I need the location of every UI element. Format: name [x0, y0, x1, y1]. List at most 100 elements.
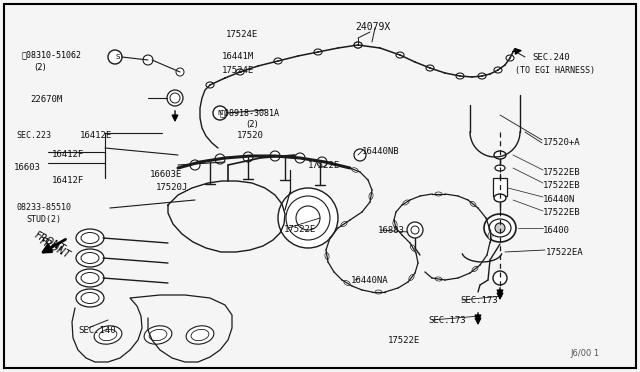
- Ellipse shape: [76, 289, 104, 307]
- Circle shape: [243, 152, 253, 162]
- Text: 17522EB: 17522EB: [543, 208, 580, 217]
- Text: 16440NB: 16440NB: [362, 147, 399, 156]
- Text: FRONT: FRONT: [33, 230, 67, 254]
- Ellipse shape: [478, 73, 486, 79]
- Ellipse shape: [375, 290, 382, 294]
- Circle shape: [354, 149, 366, 161]
- Ellipse shape: [81, 232, 99, 244]
- Ellipse shape: [435, 192, 442, 196]
- Ellipse shape: [81, 253, 99, 263]
- Ellipse shape: [186, 326, 214, 344]
- Ellipse shape: [403, 200, 409, 205]
- Text: SEC.173: SEC.173: [428, 316, 466, 325]
- Ellipse shape: [488, 232, 492, 240]
- Bar: [493, 178, 507, 196]
- Ellipse shape: [76, 229, 104, 247]
- Ellipse shape: [314, 49, 322, 55]
- Ellipse shape: [76, 249, 104, 267]
- Text: 16440NA: 16440NA: [351, 276, 388, 285]
- Text: Ⓞ08918-3081A: Ⓞ08918-3081A: [220, 108, 280, 117]
- Text: SEC.240: SEC.240: [532, 53, 570, 62]
- Text: 16412F: 16412F: [52, 176, 84, 185]
- Ellipse shape: [494, 151, 506, 159]
- Circle shape: [317, 157, 327, 167]
- Text: (2): (2): [246, 120, 258, 129]
- Text: 22670M: 22670M: [30, 95, 62, 104]
- Text: 17522EB: 17522EB: [543, 181, 580, 190]
- Circle shape: [411, 226, 419, 234]
- Text: N: N: [218, 110, 223, 116]
- Ellipse shape: [354, 42, 362, 48]
- Text: 17522E: 17522E: [284, 225, 316, 234]
- Circle shape: [215, 154, 225, 164]
- Text: FRONT: FRONT: [38, 236, 72, 260]
- Ellipse shape: [325, 253, 329, 259]
- Text: 16400: 16400: [543, 226, 570, 235]
- Ellipse shape: [456, 73, 464, 79]
- Text: 16441M: 16441M: [222, 52, 254, 61]
- Circle shape: [167, 90, 183, 106]
- Ellipse shape: [354, 42, 362, 48]
- Ellipse shape: [344, 280, 350, 285]
- Circle shape: [278, 188, 338, 248]
- Text: 16412F: 16412F: [52, 150, 84, 159]
- Ellipse shape: [81, 292, 99, 304]
- Text: 17520+A: 17520+A: [543, 138, 580, 147]
- Text: 24079X: 24079X: [355, 22, 390, 32]
- Ellipse shape: [506, 55, 514, 61]
- Text: Ⓜ08310-51062: Ⓜ08310-51062: [22, 50, 82, 59]
- Text: 17520: 17520: [237, 131, 264, 140]
- Circle shape: [108, 50, 122, 64]
- Ellipse shape: [495, 165, 505, 171]
- Ellipse shape: [410, 245, 415, 251]
- Ellipse shape: [341, 221, 347, 227]
- Ellipse shape: [494, 67, 502, 73]
- Text: 16603: 16603: [14, 163, 41, 172]
- Text: (TO EGI HARNESS): (TO EGI HARNESS): [515, 66, 595, 75]
- Ellipse shape: [94, 326, 122, 344]
- Ellipse shape: [149, 329, 167, 341]
- Ellipse shape: [393, 221, 397, 227]
- Text: S: S: [116, 54, 120, 60]
- Circle shape: [295, 153, 305, 163]
- Text: 16440N: 16440N: [543, 195, 575, 204]
- Text: 17522E: 17522E: [308, 161, 340, 170]
- Circle shape: [493, 271, 507, 285]
- Ellipse shape: [426, 65, 434, 71]
- Text: 16603E: 16603E: [150, 170, 182, 179]
- Circle shape: [213, 106, 227, 120]
- Text: 17522E: 17522E: [388, 336, 420, 345]
- Ellipse shape: [206, 82, 214, 88]
- Circle shape: [296, 206, 320, 230]
- Text: J6/00 1: J6/00 1: [570, 349, 599, 358]
- Ellipse shape: [484, 214, 516, 242]
- Text: SEC.223: SEC.223: [16, 131, 51, 140]
- Text: 17522EA: 17522EA: [546, 248, 584, 257]
- Ellipse shape: [470, 201, 476, 207]
- Text: 08233-85510: 08233-85510: [16, 203, 71, 212]
- Ellipse shape: [274, 58, 282, 64]
- Circle shape: [176, 68, 184, 76]
- Circle shape: [270, 151, 280, 161]
- Ellipse shape: [76, 269, 104, 287]
- Text: 16412E: 16412E: [80, 131, 112, 140]
- Text: SEC.173: SEC.173: [460, 296, 498, 305]
- Ellipse shape: [494, 194, 506, 202]
- Ellipse shape: [81, 273, 99, 283]
- Text: 17524E: 17524E: [226, 30, 259, 39]
- Circle shape: [143, 55, 153, 65]
- Ellipse shape: [489, 219, 511, 237]
- Ellipse shape: [236, 69, 244, 75]
- Ellipse shape: [409, 275, 414, 280]
- Ellipse shape: [472, 266, 478, 272]
- Ellipse shape: [369, 193, 373, 199]
- Ellipse shape: [435, 277, 442, 281]
- Ellipse shape: [99, 329, 117, 341]
- Ellipse shape: [351, 168, 358, 172]
- Circle shape: [190, 160, 200, 170]
- Ellipse shape: [396, 52, 404, 58]
- Text: (2): (2): [34, 63, 45, 72]
- Ellipse shape: [495, 223, 505, 233]
- Text: SEC.140: SEC.140: [78, 326, 116, 335]
- Text: 16883: 16883: [378, 226, 405, 235]
